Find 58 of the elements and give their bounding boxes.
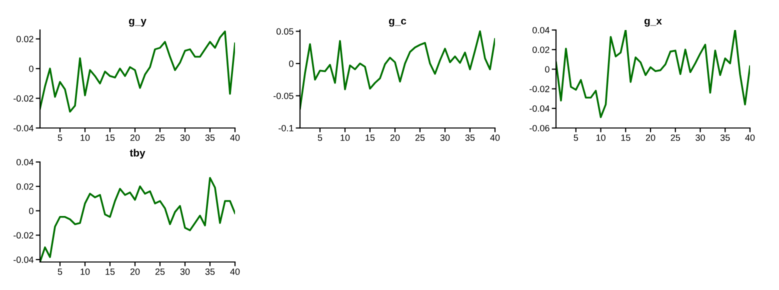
- x-tick-label: 40: [490, 134, 500, 141]
- line-series: [40, 30, 235, 113]
- x-tick-label: 30: [696, 134, 705, 141]
- x-tick-label: 5: [58, 268, 62, 275]
- x-tick-label: 40: [230, 268, 240, 275]
- x-tick-label: 40: [745, 134, 755, 141]
- x-tick-label: 10: [596, 134, 606, 141]
- x-tick-label: 25: [155, 134, 165, 141]
- x-tick-label: 5: [318, 134, 322, 141]
- x-tick-label: 15: [621, 134, 630, 141]
- x-tick-label: 20: [646, 134, 656, 141]
- y-tick-label: 0.02: [16, 183, 34, 190]
- x-tick-label: 35: [720, 134, 730, 141]
- x-tick-label: 5: [58, 134, 62, 141]
- y-tick-label: 0: [545, 66, 550, 73]
- y-tick-label: -0.1: [278, 124, 294, 132]
- y-tick-label: -0.05: [274, 92, 294, 100]
- y-tick-label: 0: [289, 60, 294, 67]
- x-tick-label: 35: [465, 134, 475, 141]
- y-tick-label: -0.04: [14, 124, 34, 132]
- x-tick-label: 40: [230, 134, 240, 141]
- x-tick-label: 20: [130, 134, 140, 141]
- y-tick-label: 0.02: [16, 36, 34, 42]
- y-tick-label: -0.04: [530, 105, 550, 112]
- y-tick-label: -0.06: [530, 124, 550, 132]
- y-tick-label: 0: [29, 66, 34, 72]
- x-tick-label: 20: [130, 268, 140, 275]
- chart-title: g_y: [128, 18, 146, 27]
- x-tick-label: 30: [180, 134, 190, 141]
- x-tick-label: 15: [106, 134, 115, 141]
- line-series: [300, 30, 495, 110]
- y-tick-label: -0.02: [14, 95, 34, 102]
- chart-title: g_c: [388, 18, 406, 27]
- x-tick-label: 10: [340, 134, 350, 141]
- x-tick-label: 25: [670, 134, 680, 141]
- x-tick-label: 10: [80, 268, 90, 275]
- x-tick-label: 5: [574, 134, 578, 141]
- x-tick-label: 25: [155, 268, 165, 275]
- chart-title: g_x: [644, 18, 662, 27]
- x-tick-label: 30: [440, 134, 450, 141]
- x-tick-label: 15: [366, 134, 375, 141]
- y-tick-label: 0.04: [532, 26, 550, 34]
- y-tick-label: 0.04: [16, 158, 34, 166]
- y-tick-label: 0: [29, 208, 34, 214]
- x-tick-label: 35: [205, 268, 215, 275]
- y-tick-label: -0.04: [14, 256, 34, 263]
- y-tick-label: 0.02: [532, 46, 550, 53]
- x-tick-label: 15: [106, 268, 115, 275]
- chart-title: tby: [130, 148, 146, 159]
- line-series: [556, 30, 750, 118]
- y-tick-label: -0.02: [14, 232, 34, 239]
- x-tick-label: 10: [80, 134, 90, 141]
- x-tick-label: 30: [180, 268, 190, 275]
- x-tick-label: 20: [390, 134, 400, 141]
- x-tick-label: 25: [415, 134, 425, 141]
- y-tick-label: -0.02: [530, 86, 550, 92]
- y-tick-label: 0.05: [276, 28, 294, 35]
- x-tick-label: 35: [205, 134, 215, 141]
